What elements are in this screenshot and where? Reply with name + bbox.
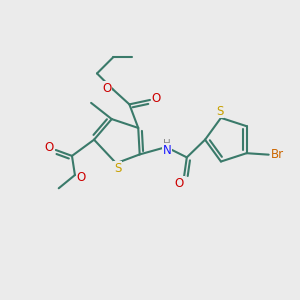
Text: N: N <box>162 144 171 157</box>
Text: O: O <box>152 92 161 105</box>
Text: H: H <box>163 139 171 149</box>
Text: Br: Br <box>271 148 284 161</box>
Text: O: O <box>77 172 86 184</box>
Text: O: O <box>102 82 111 95</box>
Text: O: O <box>175 177 184 190</box>
Text: S: S <box>114 162 121 175</box>
Text: O: O <box>45 141 54 154</box>
Text: S: S <box>216 105 223 118</box>
